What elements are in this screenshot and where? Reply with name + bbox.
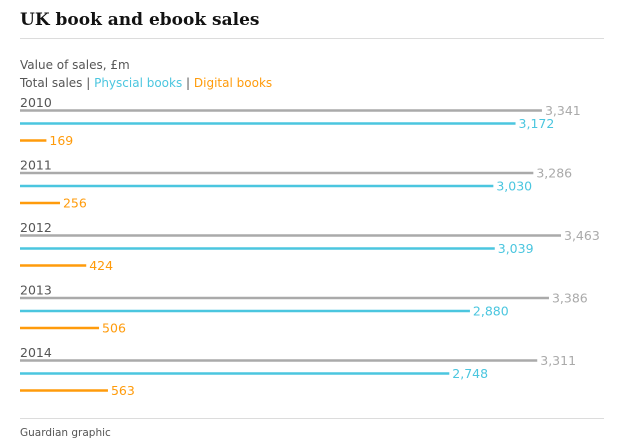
data-label-digital: 169	[49, 133, 73, 148]
footer-divider	[20, 418, 604, 419]
chart-subtitle: Value of sales, £m	[20, 58, 130, 72]
data-label-physical: 3,172	[519, 116, 555, 131]
data-label-physical: 2,748	[452, 366, 488, 381]
legend-separator: |	[82, 76, 95, 90]
legend-total: Total sales	[20, 76, 83, 90]
year-label: 2010	[20, 96, 52, 110]
data-label-physical: 3,039	[498, 241, 534, 256]
chart-title: UK book and ebook sales	[20, 10, 260, 30]
legend-physical: Physcial books	[94, 76, 183, 90]
data-label-total: 3,286	[536, 166, 572, 181]
year-label: 2011	[20, 158, 52, 173]
legend: Total sales | Physcial books | Digital b…	[20, 76, 272, 90]
title-divider	[20, 38, 604, 39]
data-label-digital: 563	[111, 383, 135, 398]
year-label: 2014	[20, 345, 52, 360]
legend-digital: Digital books	[193, 76, 273, 90]
legend-separator: |	[182, 76, 194, 90]
data-label-physical: 2,880	[473, 304, 509, 319]
data-label-total: 3,341	[545, 103, 581, 118]
source-credit: Guardian graphic	[20, 427, 111, 439]
year-label: 2012	[20, 220, 52, 235]
data-label-total: 3,463	[564, 228, 600, 243]
data-label-digital: 424	[89, 258, 113, 273]
data-label-digital: 256	[63, 196, 87, 211]
year-label: 2013	[20, 283, 52, 298]
data-label-digital: 506	[102, 321, 126, 336]
data-label-total: 3,386	[552, 291, 588, 306]
data-label-physical: 3,030	[496, 179, 532, 194]
data-label-total: 3,311	[540, 353, 576, 368]
